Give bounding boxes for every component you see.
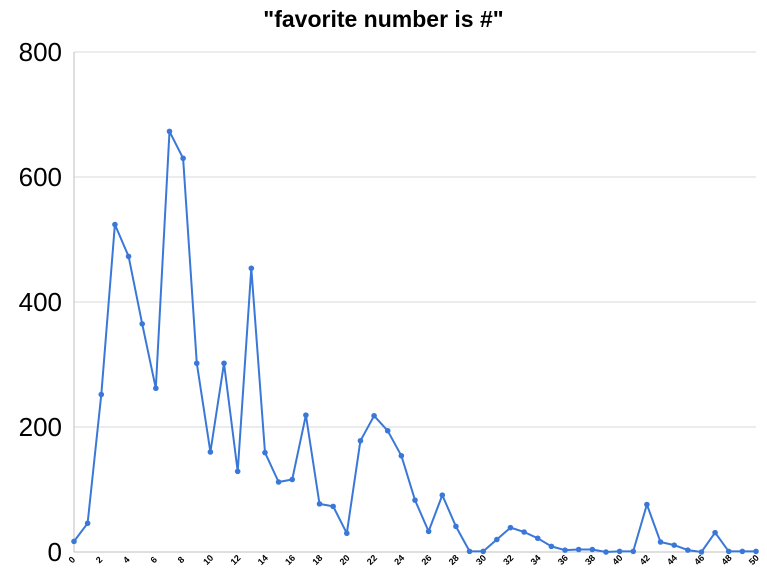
- x-tick-label: 32: [501, 553, 515, 567]
- data-point: [384, 427, 391, 434]
- data-point: [739, 548, 746, 555]
- x-tick-label: 30: [474, 553, 488, 567]
- data-point: [153, 385, 159, 392]
- data-point: [98, 391, 105, 398]
- data-point: [685, 547, 691, 553]
- data-point: [71, 538, 77, 545]
- data-point: [180, 155, 186, 162]
- data-point: [357, 437, 364, 444]
- x-tick-label: 4: [121, 555, 132, 566]
- x-axis-ticks: 0 2 4 6 8 10 12 14 16 18 20 22 24 26 28 30 32 34 36 38 40 42 4…: [67, 553, 761, 567]
- y-tick-label: 400: [19, 287, 62, 317]
- x-tick-label: 12: [228, 553, 242, 567]
- y-axis-ticks: 0 200 400 600 800: [19, 37, 62, 567]
- x-tick-label: 34: [529, 553, 543, 567]
- y-tick-label: 600: [19, 162, 62, 192]
- x-tick-label: 50: [747, 553, 761, 567]
- data-point: [671, 542, 677, 548]
- data-point: [316, 501, 323, 507]
- chart-title: "favorite number is #": [263, 6, 504, 32]
- data-point: [248, 265, 255, 272]
- x-tick-label: 22: [365, 553, 379, 567]
- data-point: [303, 412, 309, 418]
- data-point: [289, 476, 296, 483]
- data-point: [207, 449, 214, 455]
- data-point: [398, 452, 405, 459]
- gridlines: [74, 51, 756, 428]
- x-tick-label: 26: [419, 553, 433, 567]
- data-point: [753, 548, 759, 555]
- series-layer: [71, 128, 759, 555]
- data-point: [371, 412, 377, 419]
- data-point: [698, 549, 705, 555]
- data-point: [439, 492, 446, 498]
- y-tick-label: 0: [48, 537, 62, 567]
- data-point: [112, 221, 118, 228]
- x-tick-label: 36: [556, 553, 570, 567]
- data-point: [589, 546, 596, 553]
- data-point: [548, 543, 555, 550]
- data-point: [575, 546, 582, 553]
- x-tick-label: 8: [176, 555, 187, 566]
- data-point: [725, 548, 732, 555]
- data-point: [84, 520, 91, 527]
- data-point: [521, 529, 527, 535]
- y-tick-label: 800: [19, 37, 62, 67]
- data-point: [412, 497, 418, 503]
- data-point: [507, 524, 514, 531]
- series-line: [73, 130, 756, 553]
- x-tick-label: 38: [583, 553, 597, 567]
- data-point: [139, 321, 145, 327]
- data-point: [344, 530, 350, 537]
- x-tick-label: 0: [67, 555, 78, 566]
- data-point: [221, 360, 227, 367]
- y-tick-label: 200: [19, 412, 62, 442]
- x-tick-label: 18: [310, 553, 324, 567]
- data-point: [125, 253, 132, 260]
- x-tick-label: 28: [447, 553, 461, 567]
- x-tick-label: 46: [692, 553, 706, 567]
- x-tick-label: 6: [148, 555, 159, 566]
- x-tick-label: 42: [638, 553, 652, 567]
- axes: [73, 52, 756, 553]
- data-point: [616, 548, 623, 555]
- x-tick-label: 16: [283, 553, 297, 567]
- data-point: [534, 535, 541, 542]
- data-point: [494, 536, 500, 543]
- data-point: [453, 523, 459, 530]
- data-point: [275, 479, 282, 485]
- data-point: [262, 449, 268, 456]
- x-tick-label: 40: [610, 553, 624, 567]
- data-point: [234, 468, 241, 475]
- x-tick-label: 2: [94, 555, 105, 566]
- x-tick-label: 14: [256, 553, 270, 567]
- data-point: [466, 548, 473, 555]
- data-point: [630, 548, 637, 555]
- data-point: [166, 128, 173, 135]
- data-point: [480, 548, 487, 555]
- data-point: [425, 528, 432, 535]
- x-tick-label: 24: [392, 553, 406, 567]
- data-point: [603, 549, 609, 555]
- data-point: [644, 501, 650, 508]
- x-tick-label: 20: [338, 553, 352, 567]
- x-tick-label: 44: [665, 553, 679, 567]
- data-point: [193, 360, 200, 367]
- data-point: [562, 547, 568, 553]
- data-point: [657, 539, 664, 545]
- x-tick-label: 10: [201, 553, 215, 567]
- data-point: [330, 503, 336, 510]
- data-point: [712, 529, 718, 536]
- x-tick-label: 48: [720, 553, 734, 567]
